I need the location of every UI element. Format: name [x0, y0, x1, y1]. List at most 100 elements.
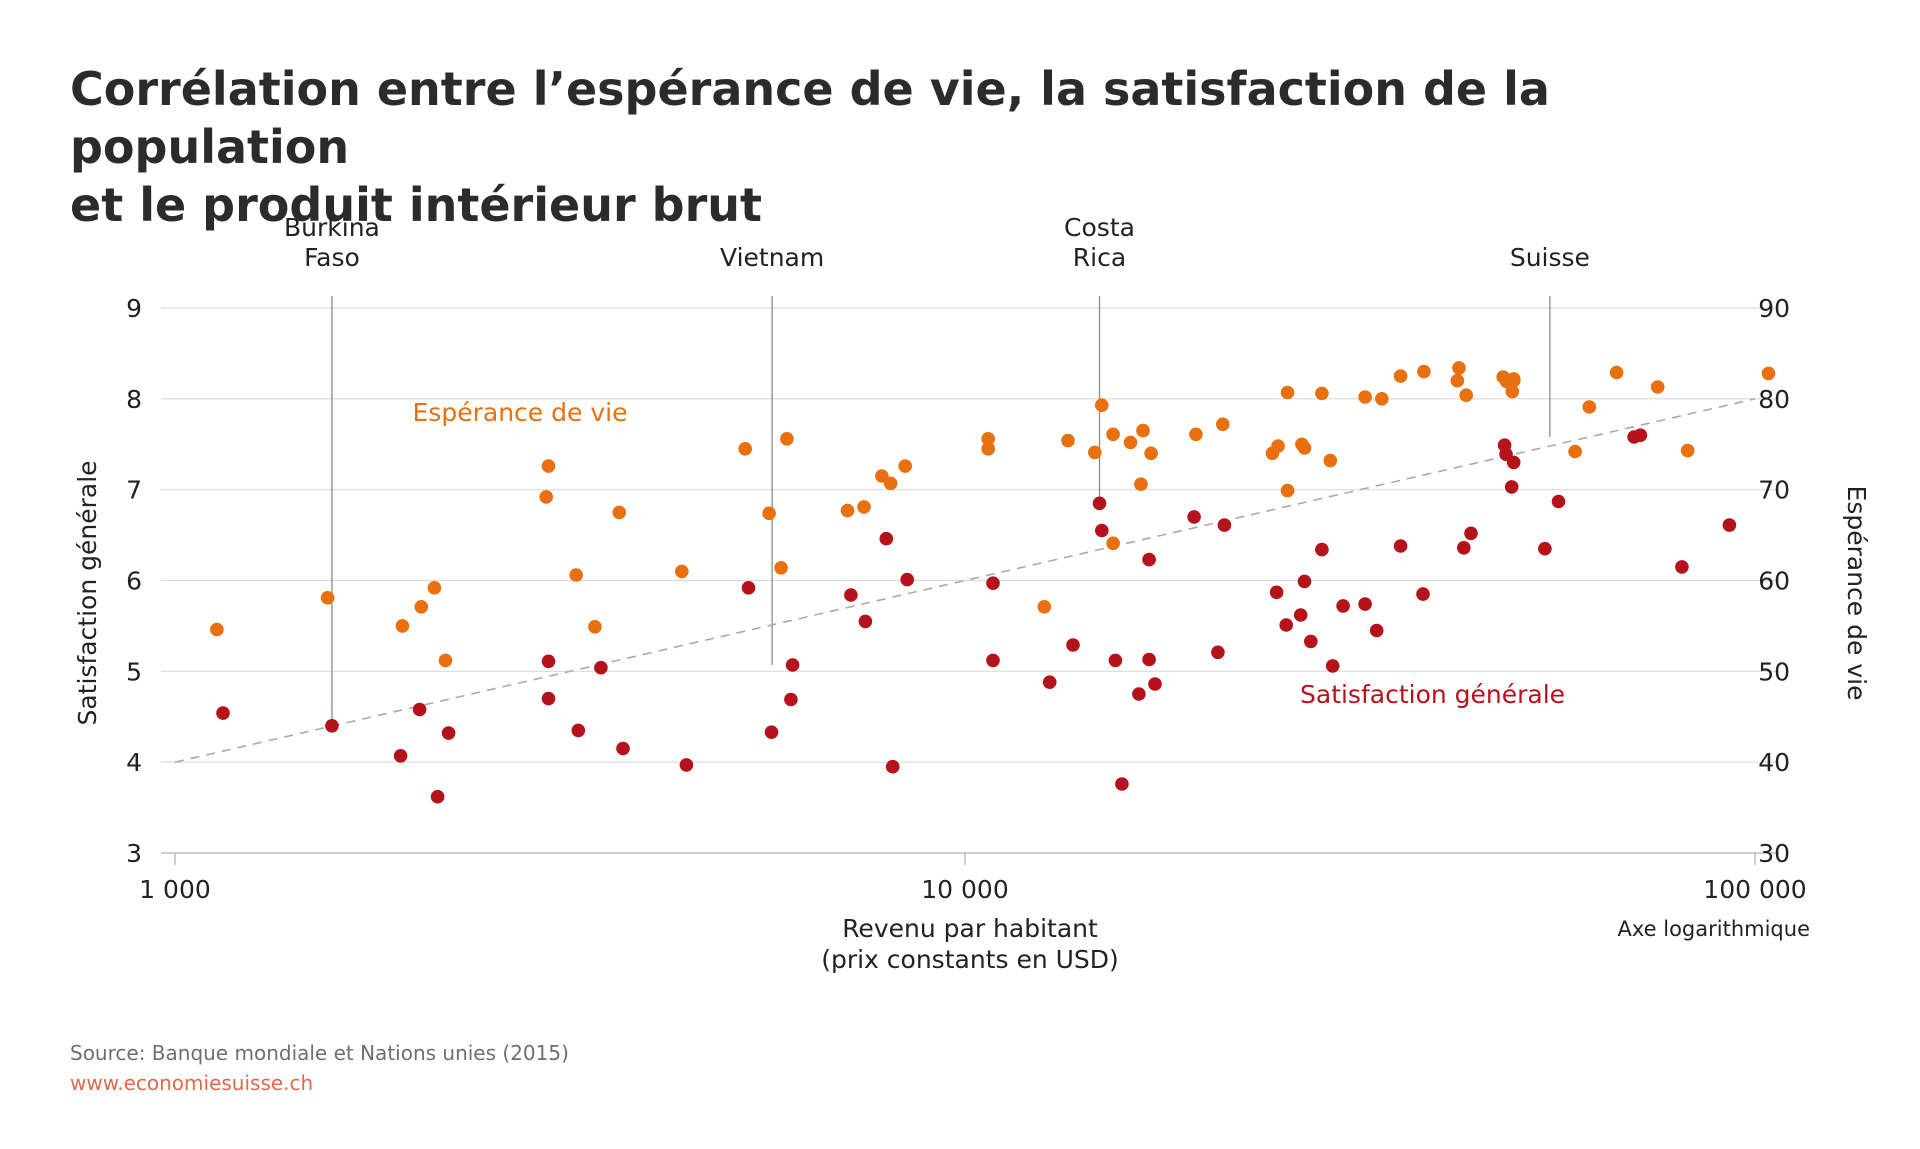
life-expectancy-point — [1358, 390, 1372, 404]
life-expectancy-point — [1761, 366, 1776, 381]
life-expectancy-point — [883, 476, 898, 491]
life-expectancy-point — [414, 600, 429, 614]
life-expectancy-point — [612, 505, 626, 520]
life-expectancy-point — [1582, 400, 1597, 414]
satisfaction-point — [1304, 634, 1318, 649]
life-expectancy-point — [857, 500, 871, 514]
life-expectancy-point — [1505, 384, 1520, 399]
satisfaction-point — [1297, 574, 1312, 589]
life-expectancy-point — [1106, 536, 1120, 551]
life-expectancy-point — [210, 622, 224, 637]
y-right-tick-label: 70 — [1758, 476, 1790, 505]
satisfaction-point — [594, 660, 608, 675]
satisfaction-point — [1042, 675, 1057, 689]
y-right-tick-label: 40 — [1758, 748, 1790, 777]
chart-title-line1: Corrélation entre l’espérance de vie, la… — [70, 62, 1550, 174]
website-link[interactable]: www.economiesuisse.ch — [70, 1071, 314, 1095]
satisfaction-point — [1315, 542, 1329, 557]
footer: Source: Banque mondiale et Nations unies… — [70, 1038, 569, 1098]
life-expectancy-point — [1323, 453, 1338, 468]
series-label-satisfaction: Satisfaction générale — [1300, 680, 1565, 709]
life-expectancy-point — [1106, 427, 1120, 442]
life-expectancy-point — [762, 506, 776, 521]
satisfaction-point — [879, 531, 894, 546]
chart-title-line2: et le produit intérieur brut — [70, 178, 762, 232]
life-expectancy-point — [1417, 364, 1431, 379]
satisfaction-point — [412, 702, 427, 717]
life-expectancy-point — [395, 619, 410, 633]
life-expectancy-point — [1271, 439, 1285, 453]
satisfaction-point — [393, 749, 408, 763]
x-axis-scale-note: Axe logarithmique — [1618, 917, 1811, 941]
satisfaction-point — [1416, 587, 1430, 601]
y-axis-right-title: Espérance de vie — [1842, 486, 1871, 701]
satisfaction-point — [785, 658, 800, 672]
life-expectancy-point — [1450, 373, 1465, 388]
satisfaction-point — [885, 759, 900, 774]
satisfaction-point — [1066, 638, 1080, 652]
x-axis-title-line2: (prix constants en USD) — [821, 945, 1119, 974]
trend-line — [174, 398, 1756, 763]
life-expectancy-point — [427, 581, 442, 595]
satisfaction-point — [616, 741, 630, 756]
satisfaction-point — [1369, 623, 1384, 638]
life-expectancy-point — [1123, 435, 1138, 450]
life-expectancy-point — [1452, 361, 1466, 375]
life-expectancy-point — [1134, 477, 1148, 492]
satisfaction-point — [1325, 659, 1340, 673]
life-expectancy-point — [1216, 417, 1230, 432]
satisfaction-point — [1538, 541, 1552, 556]
x-tick-label: 100 000 — [1703, 875, 1806, 904]
annotation-label: Faso — [304, 243, 360, 272]
grid-layer — [161, 307, 1779, 854]
chart-title: Corrélation entre l’espérance de vie, la… — [70, 60, 1770, 234]
y-left-tick-label: 8 — [126, 385, 142, 414]
satisfaction-point — [1132, 687, 1146, 701]
satisfaction-point — [900, 572, 914, 587]
satisfaction-point — [1269, 585, 1284, 600]
annotation-label: Costa — [1064, 213, 1135, 242]
annotation-label: Vietnam — [720, 243, 824, 272]
life-expectancy-point — [539, 490, 553, 504]
satisfaction-point — [541, 691, 556, 706]
y-axis-left-title: Satisfaction générale — [73, 460, 102, 725]
satisfaction-point — [1148, 677, 1162, 691]
satisfaction-point — [1504, 480, 1519, 494]
life-expectancy-point — [1393, 369, 1408, 383]
satisfaction-point — [844, 588, 858, 602]
life-expectancy-point — [1568, 444, 1582, 459]
life-expectancy-point — [1088, 445, 1102, 460]
satisfaction-point — [441, 726, 456, 740]
life-expectancy-point — [840, 503, 855, 518]
y-left-tick-label: 5 — [126, 657, 142, 686]
annotation-label: Burkina — [284, 213, 380, 242]
life-expectancy-point — [898, 459, 912, 473]
life-expectancy-point — [1280, 385, 1295, 400]
y-left-tick-label: 7 — [126, 476, 142, 505]
life-expectancy-point — [675, 564, 689, 579]
y-left-tick-label: 3 — [126, 839, 142, 868]
y-left-tick-label: 4 — [126, 748, 142, 777]
satisfaction-point — [1279, 618, 1293, 632]
satisfaction-point — [986, 653, 1000, 668]
life-expectancy-point — [1297, 441, 1312, 455]
satisfaction-point — [1336, 599, 1350, 613]
satisfaction-point — [1187, 510, 1201, 524]
satisfaction-point — [430, 789, 445, 804]
satisfaction-point — [1393, 539, 1408, 553]
life-expectancy-point — [1189, 427, 1203, 442]
annotation-label: Rica — [1073, 243, 1126, 272]
life-expectancy-point — [1037, 600, 1052, 614]
x-axis-title-line1: Revenu par habitant — [842, 914, 1098, 943]
life-expectancy-point — [320, 591, 335, 605]
trendline-layer — [174, 398, 1756, 763]
life-expectancy-point — [981, 442, 995, 456]
life-expectancy-point — [541, 459, 556, 473]
life-expectancy-point — [1375, 392, 1389, 406]
points-layer — [210, 361, 1776, 804]
satisfaction-point — [1115, 777, 1129, 791]
satisfaction-point — [325, 719, 339, 733]
satisfaction-point — [1142, 552, 1156, 567]
